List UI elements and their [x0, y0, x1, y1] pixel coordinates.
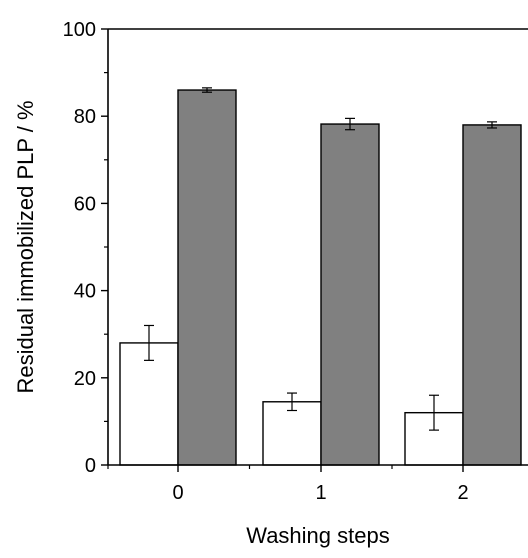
x-tick-label-1: 1	[315, 482, 326, 504]
labels-layer: 0 20 40 60 80 100 0 1 2	[63, 19, 469, 504]
y-tick-label-100: 100	[63, 19, 96, 41]
bar-series2-cat-0	[177, 89, 237, 466]
y-tick-label-80: 80	[74, 106, 96, 128]
y-tick-label-20: 20	[74, 368, 96, 390]
error-bars-layer	[144, 87, 497, 431]
x-tick-label-0: 0	[172, 482, 183, 504]
bar-series2-cat-1	[320, 123, 380, 466]
bars-layer	[119, 89, 522, 466]
axes-layer	[101, 28, 528, 472]
y-tick-label-40: 40	[74, 281, 96, 303]
bar-series1-cat-0	[119, 342, 179, 466]
bar-series2-cat-2	[462, 124, 522, 466]
x-tick-label-2: 2	[457, 482, 468, 504]
y-tick-label-0: 0	[85, 455, 96, 477]
y-axis-title: Residual immobilized PLP / %	[13, 100, 38, 393]
x-axis-title: Washing steps	[246, 523, 389, 548]
bar-series1-cat-1	[262, 401, 322, 466]
y-tick-label-60: 60	[74, 193, 96, 215]
